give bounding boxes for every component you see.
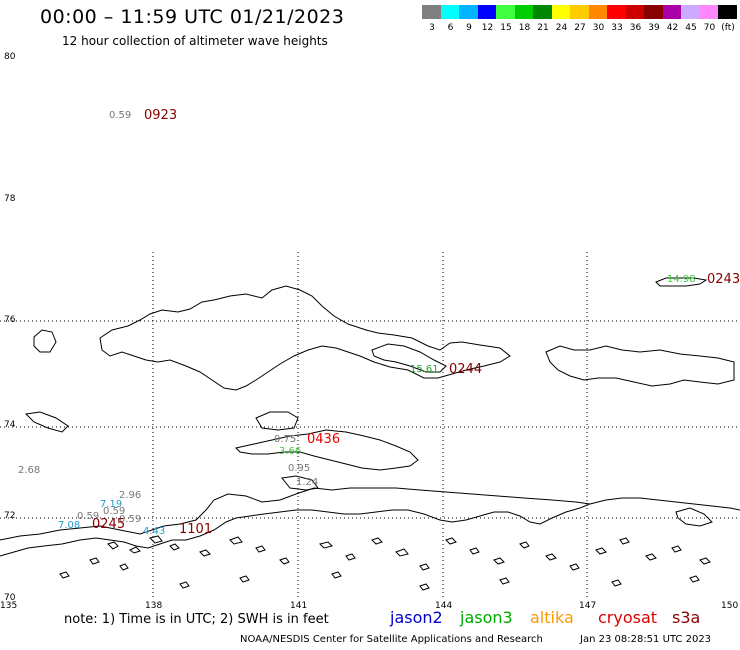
western-islet [33,329,57,353]
obs-value: 0.59 [77,511,100,522]
obs-value: 7.08 [58,520,81,531]
obs-value: 4.43 [143,526,166,537]
obs-value: 3.66 [279,446,302,457]
lon-label-141: 141 [290,601,308,611]
map-title: 00:00 – 11:59 UTC 01/21/2023 [40,6,345,28]
colorbar-label: 12 [481,23,494,33]
east-coast [589,497,740,511]
colorbar-label: 36 [629,23,642,33]
lon-label-147: 147 [579,601,597,611]
map-subtitle: 12 hour collection of altimeter wave hei… [62,34,328,48]
central-islet [255,411,299,431]
legend-jason2: jason2 [390,608,443,627]
units-note: note: 1) Time is in UTC; 2) SWH is in fe… [64,612,329,627]
inner-bay [371,343,447,373]
west-islet-2 [24,411,69,433]
colorbar-label: (ft) [721,23,735,33]
lat-label-72: 72 [4,511,16,521]
colorbar-label: 21 [537,23,549,33]
pass-time: 0243 [707,272,740,287]
northeast-islet [655,277,708,287]
bolshoy-lyakhovsky [235,429,419,471]
pass-time: 0244 [449,362,483,377]
obs-value: 15.61 [410,364,439,375]
lat-label-78: 78 [4,194,16,204]
pass-time: 1101 [179,522,213,537]
colorbar-swatch [440,5,459,19]
colorbar-swatch [459,5,478,19]
lon-label-150: 150 [721,601,739,611]
lat-label-80: 80 [4,52,16,62]
obs-value: 1.24 [296,477,319,488]
colorbar-label: 33 [611,23,623,33]
pass-time: 0436 [307,432,341,447]
colorbar-label: 30 [592,23,605,33]
kotelny-island [99,285,511,391]
colorbar-label: 42 [666,23,679,33]
mainland-coast [0,487,592,557]
legend-altika: altika [530,608,574,627]
obs-value: 0.95 [288,463,311,474]
legend-jason3: jason3 [460,608,513,627]
obs-value: 0.59 [109,110,132,121]
colorbar-swatch [607,5,626,19]
colorbar-swatch [496,5,515,19]
pass-time: 0245 [92,517,126,532]
lat-label-70: 70 [4,593,16,603]
colorbar-label: 27 [574,23,586,33]
lon-label-144: 144 [435,601,453,611]
coastal-lakes [59,535,711,591]
colorbar-swatch [551,5,570,19]
lat-label-76: 76 [4,315,16,325]
legend-s3a: s3a [672,608,701,627]
obs-value: 14.98 [667,274,696,285]
colorbar-swatch [588,5,607,19]
colorbar-label: 15 [500,23,512,33]
colorbar-label: 3 [429,23,435,33]
colorbar-label: 6 [447,23,454,33]
colorbar-swatch [625,5,644,19]
obs-value: 0.75 [274,434,297,445]
graticule [0,252,740,600]
obs-value: 2.96 [119,490,142,501]
pass-time: 0923 [144,108,178,123]
colorbar-swatch [681,5,700,19]
colorbar-swatch [422,5,441,19]
obs-value: 2.68 [18,465,41,476]
lon-label-138: 138 [145,601,163,611]
east-peninsula [675,507,713,527]
obs-value: 7.19 [100,499,123,510]
colorbar-swatch [718,5,737,19]
lon-label-135: 135 [0,601,18,611]
colorbar-label: 70 [703,23,716,33]
colorbar-swatch [477,5,496,19]
colorbar-label: 24 [555,23,568,33]
colorbar-label: 9 [466,23,472,33]
colorbar-label: 45 [685,23,697,33]
obs-value: 0.59 [119,514,142,525]
colorbar-swatch [533,5,552,19]
colorbar-label: 18 [518,23,531,33]
colorbar-swatch [644,5,663,19]
credit-text: NOAA/NESDIS Center for Satellite Applica… [240,634,543,645]
legend-cryosat: cryosat [598,608,658,627]
colorbar-swatch [514,5,533,19]
colorbar-swatch [570,5,589,19]
coastlines [0,277,740,591]
eastern-island [545,345,735,387]
colorbar-swatch [662,5,681,19]
colorbar-swatch [699,5,718,19]
obs-value: 0.59 [103,506,126,517]
lat-label-74: 74 [4,420,16,430]
generated-timestamp: Jan 23 08:28:51 UTC 2023 [580,634,712,645]
colorbar-label: 39 [648,23,660,33]
